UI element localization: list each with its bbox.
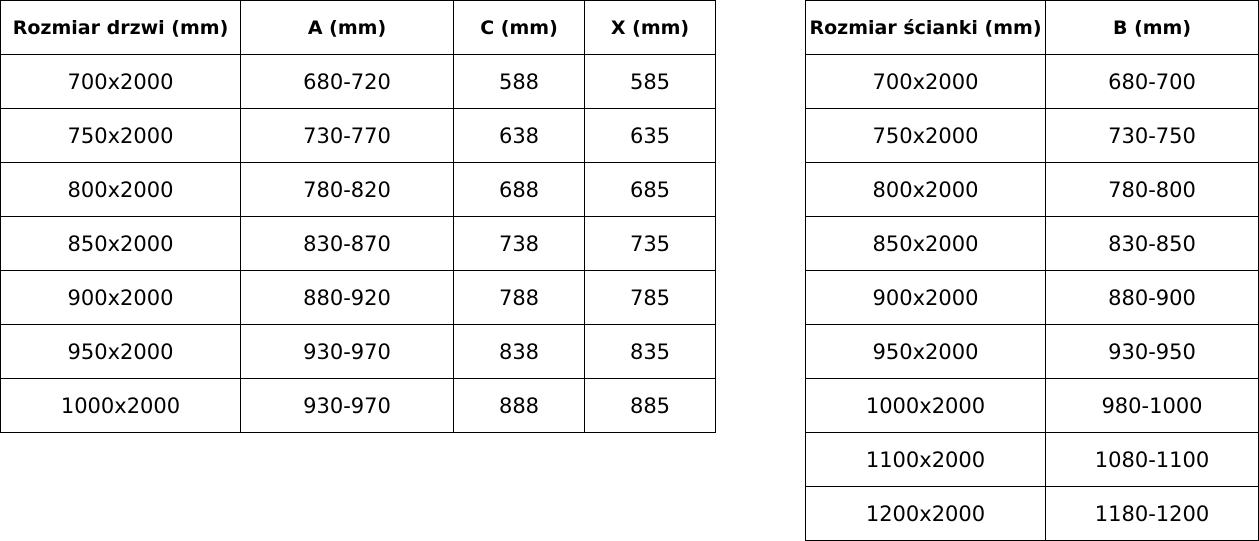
table-cell: 638: [453, 108, 585, 163]
table-cell: 730-750: [1045, 108, 1259, 163]
table-cell: 680-700: [1045, 54, 1259, 109]
table-row: 1000x2000 930-970 888 885: [0, 378, 716, 433]
door-size-table: Rozmiar drzwi (mm) A (mm) C (mm) X (mm) 700x…: [0, 0, 716, 433]
table-cell: 838: [453, 324, 585, 379]
table-row: 950x2000 930-950: [805, 324, 1259, 379]
table-cell: 585: [584, 54, 716, 109]
table-cell: 930-970: [240, 324, 454, 379]
header-row: Rozmiar ścianki (mm) B (mm): [805, 0, 1259, 55]
column-header: A (mm): [240, 0, 454, 55]
column-header: Rozmiar drzwi (mm): [0, 0, 241, 55]
table-row: 1200x2000 1180-1200: [805, 486, 1259, 541]
table-row: 950x2000 930-970 838 835: [0, 324, 716, 379]
table-cell: 830-870: [240, 216, 454, 271]
table-cell: 980-1000: [1045, 378, 1259, 433]
table-cell: 700x2000: [0, 54, 241, 109]
table-cell: 785: [584, 270, 716, 325]
column-header: C (mm): [453, 0, 585, 55]
table-cell: 750x2000: [805, 108, 1046, 163]
table-row: 900x2000 880-900: [805, 270, 1259, 325]
table-cell: 780-820: [240, 162, 454, 217]
table-row: 800x2000 780-820 688 685: [0, 162, 716, 217]
table-cell: 880-900: [1045, 270, 1259, 325]
table-cell: 1000x2000: [0, 378, 241, 433]
table-cell: 800x2000: [0, 162, 241, 217]
table-cell: 950x2000: [0, 324, 241, 379]
table-cell: 1080-1100: [1045, 432, 1259, 487]
wall-size-table: Rozmiar ścianki (mm) B (mm) 700x2000 680-70…: [805, 0, 1259, 541]
table-cell: 1000x2000: [805, 378, 1046, 433]
column-header: X (mm): [584, 0, 716, 55]
column-header: B (mm): [1045, 0, 1259, 55]
table-cell: 950x2000: [805, 324, 1046, 379]
table-row: 750x2000 730-770 638 635: [0, 108, 716, 163]
table-cell: 800x2000: [805, 162, 1046, 217]
table-cell: 930-970: [240, 378, 454, 433]
table-cell: 930-950: [1045, 324, 1259, 379]
table-cell: 680-720: [240, 54, 454, 109]
table-cell: 830-850: [1045, 216, 1259, 271]
table-row: 700x2000 680-720 588 585: [0, 54, 716, 109]
table-row: 800x2000 780-800: [805, 162, 1259, 217]
table-row: 1000x2000 980-1000: [805, 378, 1259, 433]
table-cell: 750x2000: [0, 108, 241, 163]
table-cell: 888: [453, 378, 585, 433]
table-cell: 835: [584, 324, 716, 379]
table-cell: 788: [453, 270, 585, 325]
column-header: Rozmiar ścianki (mm): [805, 0, 1046, 55]
table-cell: 900x2000: [805, 270, 1046, 325]
table-row: 700x2000 680-700: [805, 54, 1259, 109]
table-cell: 588: [453, 54, 585, 109]
table-row: 900x2000 880-920 788 785: [0, 270, 716, 325]
table-cell: 700x2000: [805, 54, 1046, 109]
table-cell: 730-770: [240, 108, 454, 163]
table-cell: 780-800: [1045, 162, 1259, 217]
table-cell: 1100x2000: [805, 432, 1046, 487]
table-row: 850x2000 830-850: [805, 216, 1259, 271]
table-cell: 635: [584, 108, 716, 163]
table-row: 850x2000 830-870 738 735: [0, 216, 716, 271]
table-cell: 850x2000: [0, 216, 241, 271]
table-cell: 738: [453, 216, 585, 271]
table-cell: 850x2000: [805, 216, 1046, 271]
table-cell: 1200x2000: [805, 486, 1046, 541]
table-cell: 880-920: [240, 270, 454, 325]
table-cell: 900x2000: [0, 270, 241, 325]
table-cell: 688: [453, 162, 585, 217]
table-cell: 735: [584, 216, 716, 271]
table-cell: 885: [584, 378, 716, 433]
table-row: 1100x2000 1080-1100: [805, 432, 1259, 487]
table-cell: 1180-1200: [1045, 486, 1259, 541]
table-cell: 685: [584, 162, 716, 217]
header-row: Rozmiar drzwi (mm) A (mm) C (mm) X (mm): [0, 0, 716, 55]
table-row: 750x2000 730-750: [805, 108, 1259, 163]
